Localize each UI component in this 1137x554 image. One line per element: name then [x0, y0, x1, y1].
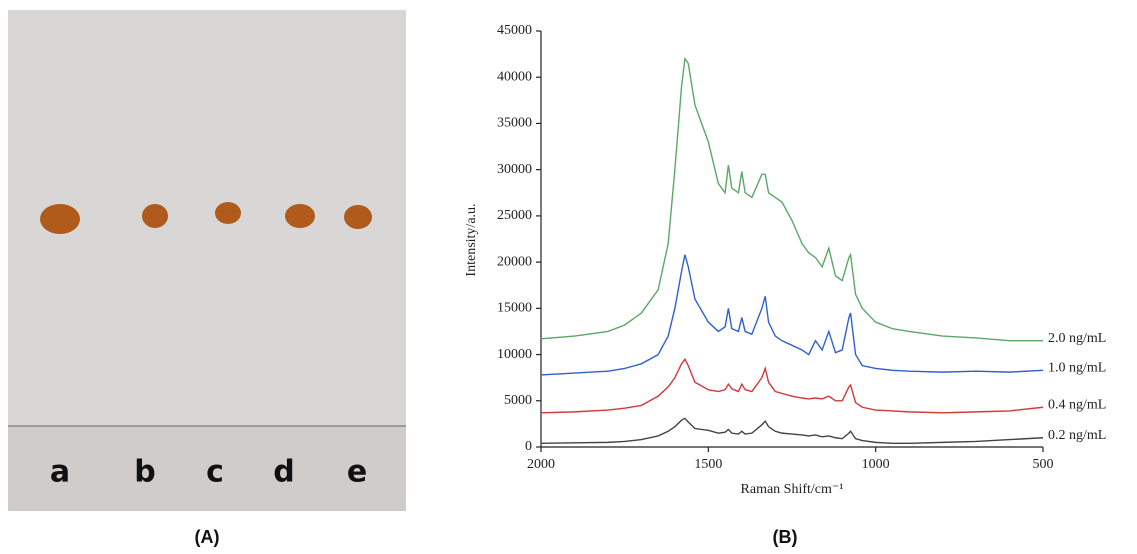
series-line [540, 417, 1044, 445]
panel-label: (A) [195, 527, 220, 547]
series-label: 2.0 ng/mL [1048, 331, 1106, 346]
y-tick-label: 25000 [497, 208, 532, 223]
x-axis-label: Raman Shift/cm⁻¹ [741, 482, 844, 497]
series-line [540, 56, 1043, 342]
lane-label: c [206, 455, 224, 490]
y-tick-label: 30000 [497, 162, 532, 177]
y-tick-label: 15000 [497, 301, 532, 316]
spot [40, 204, 80, 234]
lane-label: b [134, 455, 155, 490]
y-tick-label: 40000 [497, 69, 532, 84]
spot [215, 202, 241, 224]
spot [285, 204, 315, 228]
series-label: 0.4 ng/mL [1048, 397, 1106, 412]
x-tick-label: 500 [1033, 457, 1054, 472]
lane-label: d [273, 455, 294, 490]
lane-label: a [50, 455, 70, 490]
y-tick-label: 45000 [497, 23, 532, 38]
panel-label: (B) [773, 527, 798, 547]
lane-label: e [347, 455, 367, 490]
series-line [540, 357, 1044, 414]
spot [142, 204, 168, 228]
x-tick-label: 1500 [694, 457, 722, 472]
plate-strip [8, 426, 406, 511]
series-label: 1.0 ng/mL [1048, 360, 1106, 375]
y-axis-label: Intensity/a.u. [464, 203, 479, 276]
x-tick-label: 2000 [527, 457, 555, 472]
y-tick-label: 0 [525, 439, 532, 454]
series-label: 0.2 ng/mL [1048, 428, 1106, 443]
x-tick-label: 1000 [862, 457, 890, 472]
y-tick-label: 5000 [504, 393, 532, 408]
spot [344, 205, 372, 229]
y-tick-label: 20000 [497, 254, 532, 269]
photo-panel: a b c d e (A) [8, 10, 406, 547]
series-line [540, 254, 1044, 376]
y-tick-label: 35000 [497, 116, 532, 131]
y-tick-label: 10000 [497, 347, 532, 362]
